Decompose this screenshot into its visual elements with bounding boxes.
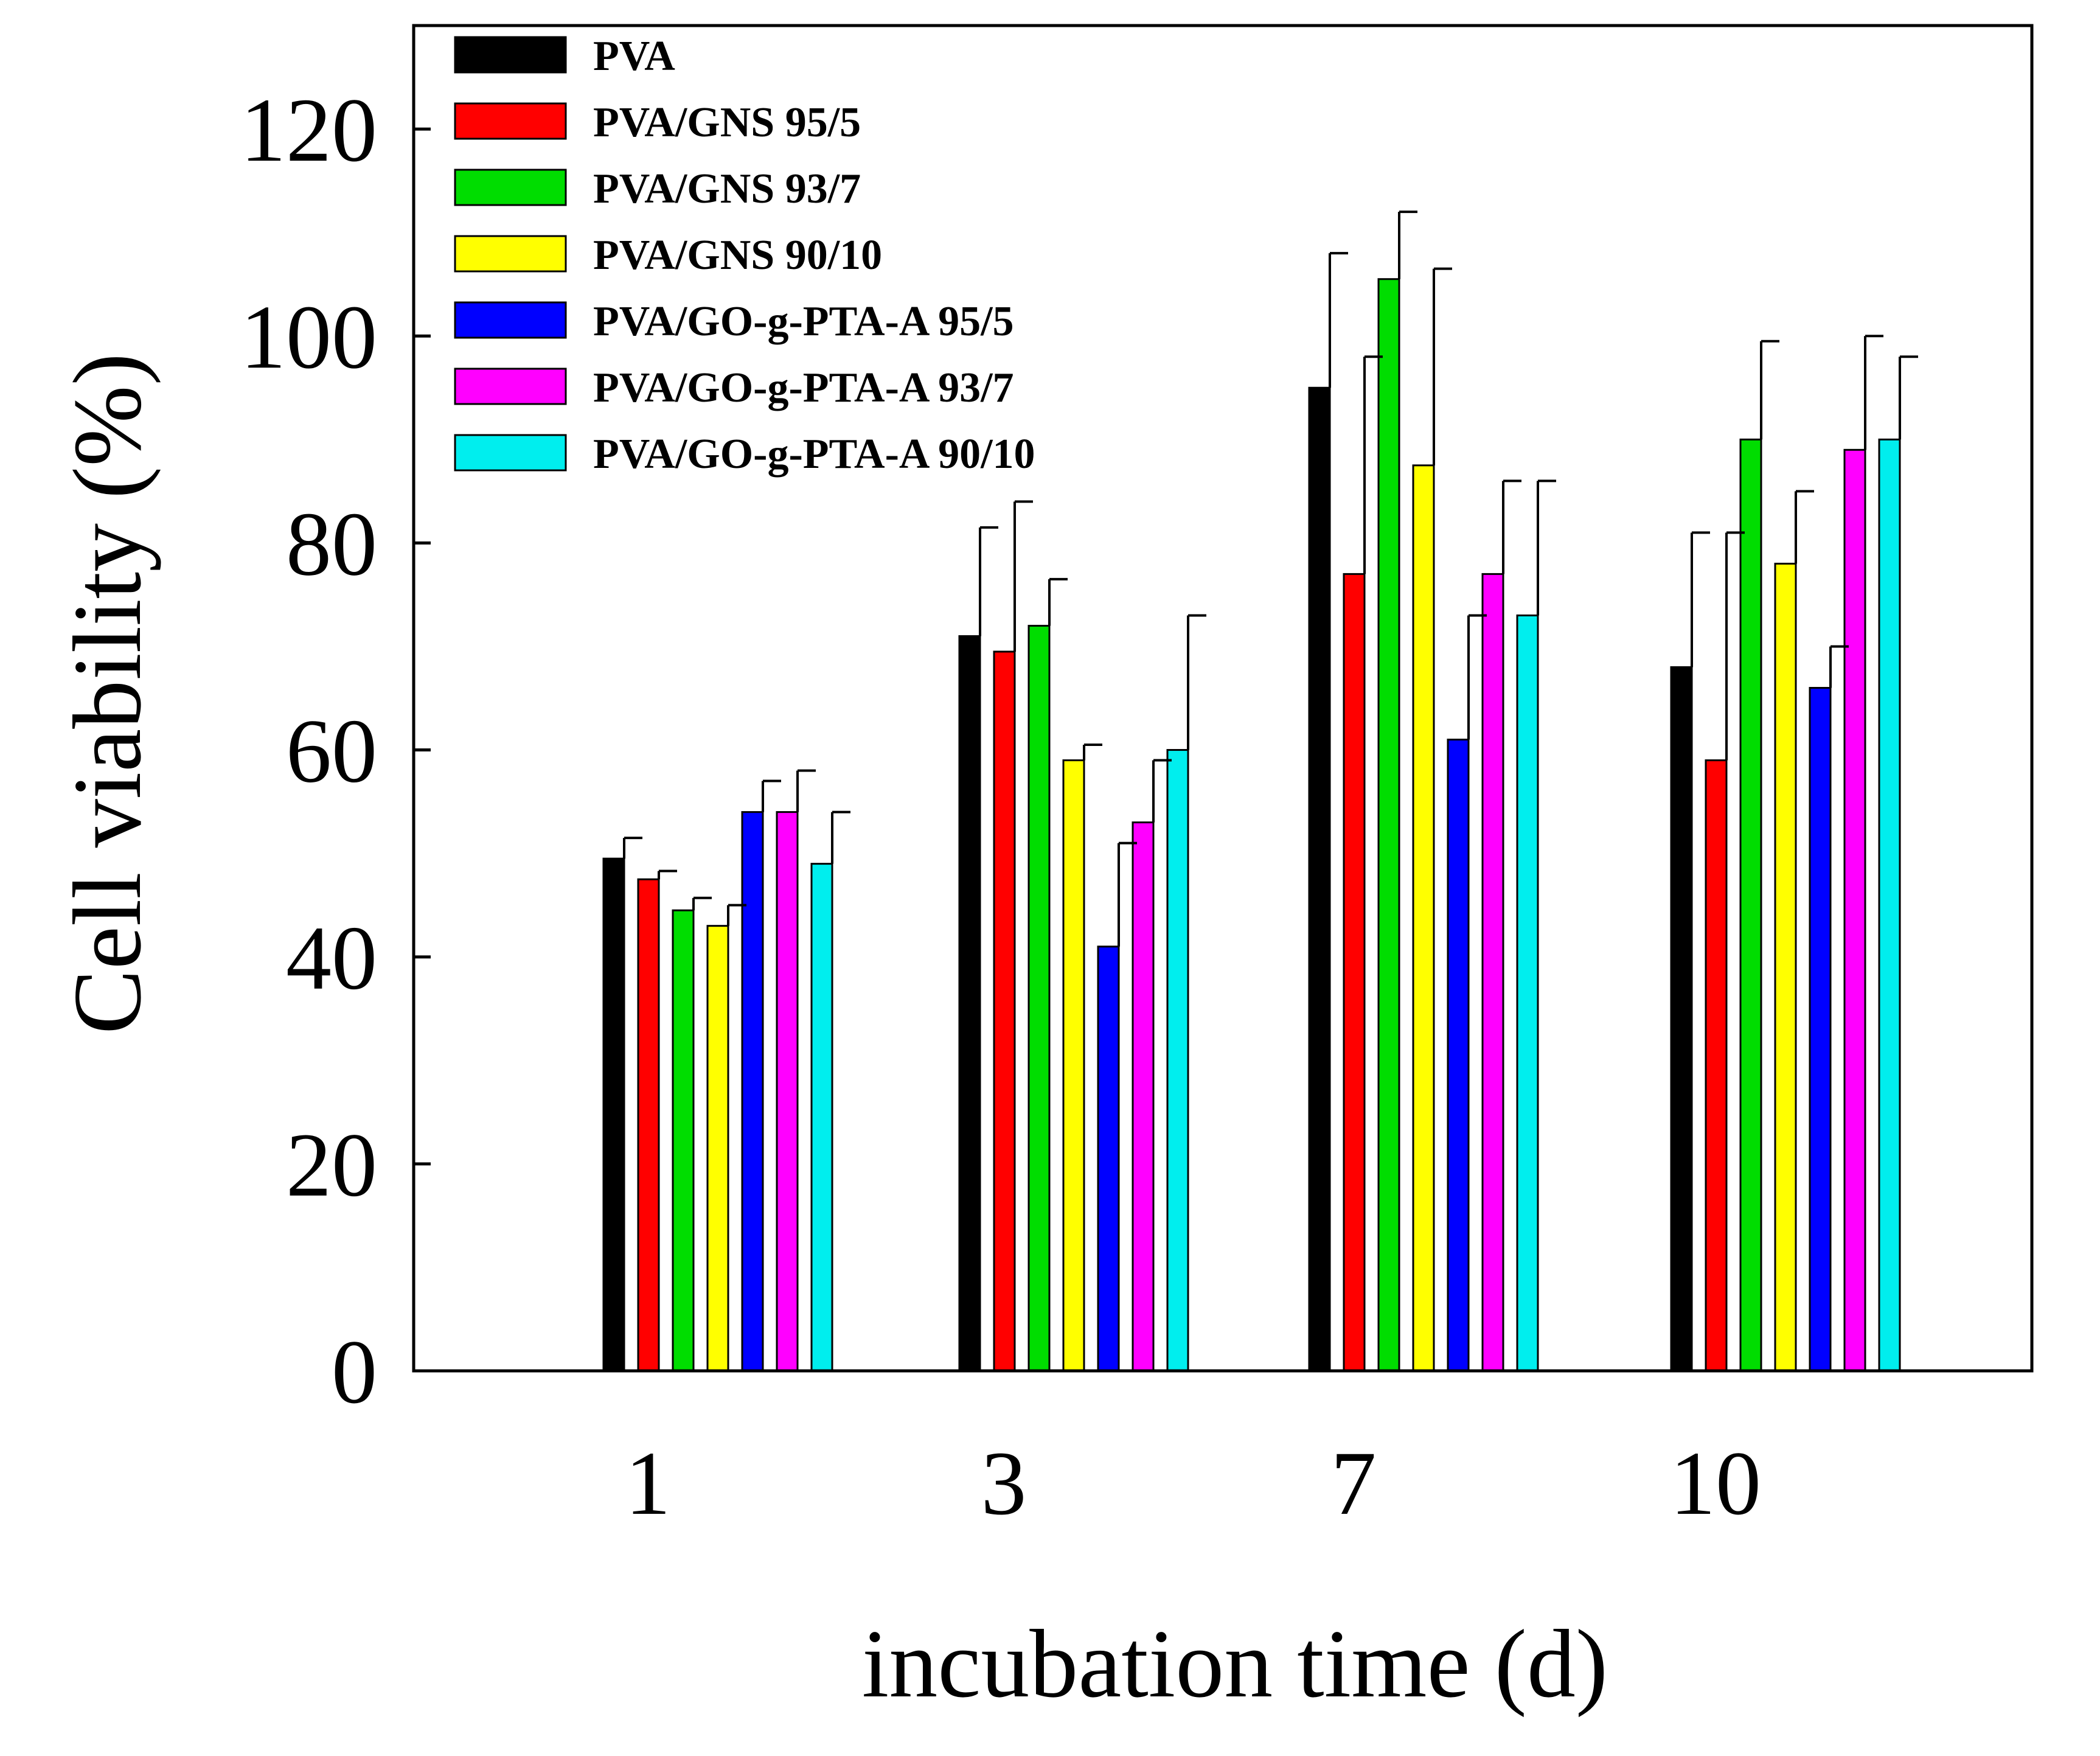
bar-7-series-1	[1343, 573, 1366, 1372]
bar-1-series-3	[706, 925, 729, 1372]
bar-7-series-6	[1516, 614, 1539, 1372]
legend-label: PVA/GNS 90/10	[593, 232, 882, 279]
y-tick-label: 120	[240, 80, 377, 181]
bar-1-series-5	[776, 811, 799, 1372]
legend-swatch	[454, 301, 567, 339]
bar-7-series-2	[1377, 278, 1400, 1372]
x-axis-title: incubation time (d)	[862, 1609, 1608, 1718]
legend-swatch	[454, 36, 567, 74]
bar-1-series-6	[810, 863, 833, 1372]
bar-10-series-2	[1739, 438, 1762, 1372]
y-tick-label: 0	[332, 1322, 377, 1423]
bar-1-series-1	[637, 878, 660, 1372]
error-bars-layer	[623, 211, 1918, 947]
bar-1-series-2	[672, 909, 695, 1372]
bar-10-series-0	[1670, 666, 1693, 1372]
legend: PVA PVA/GNS 95/5 PVA/GNS 93/7 PVA/GNS 90/10…	[454, 33, 1035, 478]
y-axis: 0 20 40 60 80 100 120	[240, 80, 431, 1423]
legend-label: PVA/GO-g-PTA-A 95/5	[593, 298, 1014, 345]
bar-3-series-1	[993, 650, 1016, 1372]
plot-frame	[412, 24, 2034, 1373]
bar-1-series-0	[602, 857, 625, 1372]
bar-3-series-5	[1132, 821, 1155, 1372]
bar-7-series-4	[1447, 739, 1470, 1372]
bar-10-series-4	[1809, 686, 1832, 1372]
legend-label: PVA	[593, 33, 675, 80]
bar-7-series-3	[1412, 464, 1435, 1372]
bars-layer	[602, 278, 1901, 1372]
x-tick-label: 3	[981, 1433, 1027, 1534]
y-tick-label: 80	[286, 493, 377, 594]
legend-swatch	[454, 102, 567, 140]
bar-3-series-6	[1166, 749, 1189, 1372]
bar-7-series-5	[1481, 573, 1504, 1372]
legend-label: PVA/GNS 93/7	[593, 165, 861, 212]
bar-1-series-4	[741, 811, 764, 1372]
bar-3-series-4	[1097, 946, 1120, 1372]
x-axis: 1 3 7 10	[625, 1433, 1762, 1534]
y-tick-label: 60	[286, 701, 377, 802]
bar-10-series-1	[1705, 759, 1728, 1372]
bar-3-series-0	[958, 635, 981, 1372]
y-tick-label: 100	[240, 287, 377, 388]
y-tick-label: 40	[286, 908, 377, 1009]
bar-3-series-2	[1027, 624, 1051, 1372]
legend-label: PVA/GO-g-PTA-A 90/10	[593, 431, 1035, 478]
bar-10-series-6	[1878, 438, 1901, 1372]
bar-10-series-5	[1843, 448, 1866, 1372]
y-tick-label: 20	[286, 1115, 377, 1216]
bar-7-series-0	[1308, 386, 1331, 1372]
legend-swatch	[454, 434, 567, 472]
x-tick-label: 1	[625, 1433, 671, 1534]
x-tick-label: 10	[1670, 1433, 1761, 1534]
y-axis-title: Cell viability (%)	[53, 353, 161, 1034]
legend-swatch	[454, 169, 567, 206]
bar-3-series-3	[1062, 759, 1085, 1372]
legend-swatch	[454, 368, 567, 405]
legend-swatch	[454, 235, 567, 273]
x-tick-label: 7	[1331, 1433, 1377, 1534]
legend-label: PVA/GO-g-PTA-A 93/7	[593, 364, 1014, 411]
legend-label: PVA/GNS 95/5	[593, 99, 861, 146]
bar-10-series-3	[1774, 562, 1797, 1372]
